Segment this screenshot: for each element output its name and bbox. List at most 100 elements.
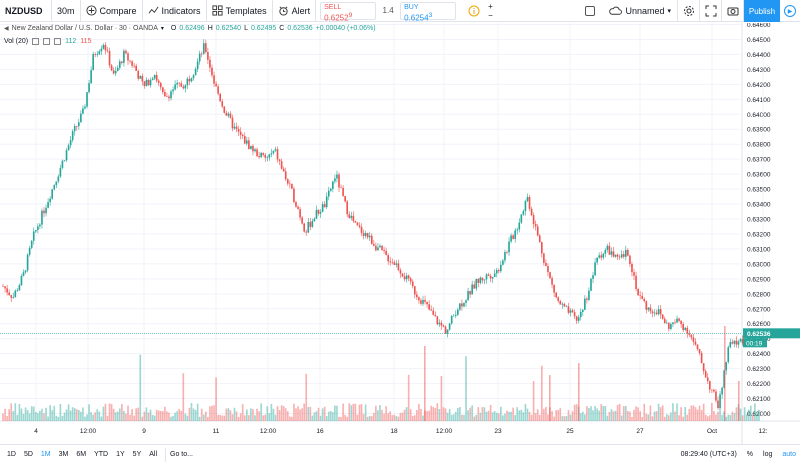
volume-bar [383, 413, 385, 421]
volume-bar [442, 407, 445, 421]
candle-body [422, 299, 424, 304]
volume-bar [678, 415, 680, 421]
volume-bar [313, 412, 316, 421]
alert-button[interactable]: Alert [273, 0, 317, 22]
timeframe-6m[interactable]: 6M [76, 451, 87, 458]
templates-button[interactable]: Templates [207, 0, 273, 22]
candle-body [28, 247, 31, 255]
interval-button[interactable]: 30m [52, 0, 81, 22]
candle-body [739, 339, 742, 342]
volume-bar [80, 411, 82, 421]
plus-icon[interactable]: + [488, 1, 493, 11]
volume-bar [366, 416, 369, 421]
candle-body [584, 298, 586, 310]
timeframe-1d[interactable]: 1D [7, 451, 16, 458]
volume-bar [323, 406, 326, 421]
candle-body [18, 285, 21, 291]
series-title: New Zealand Dollar / U.S. Dollar · 30 · … [11, 25, 158, 32]
candle-body [633, 272, 635, 276]
timeframe-3m[interactable]: 3M [58, 451, 69, 458]
compare-button[interactable]: Compare [81, 0, 143, 22]
volume-bar [373, 412, 375, 421]
volume-bar [219, 414, 222, 421]
series-dropdown-icon[interactable]: ▾ [160, 26, 164, 32]
candle-body [682, 324, 684, 330]
volume-bar [397, 416, 400, 421]
quantity-stepper[interactable]: + − [488, 2, 493, 20]
auto-toggle[interactable]: auto [782, 451, 796, 458]
volume-bar [745, 414, 748, 421]
candle-body [10, 295, 13, 298]
volume-bar [350, 405, 353, 421]
timeframe-1m[interactable]: 1M [40, 451, 51, 458]
layout-checkbox[interactable] [585, 6, 596, 16]
bottom-bar: 1D 5D 1M 3M 6M YTD 1Y 5Y All Go to... 08:29:40 (… [0, 444, 800, 464]
log-toggle[interactable]: log [763, 451, 773, 458]
volume-bar [151, 414, 154, 421]
volume-settings-icon[interactable] [32, 38, 40, 45]
minus-icon[interactable]: − [488, 10, 493, 20]
volume-bar [174, 412, 176, 421]
snapshot-button[interactable] [722, 0, 744, 22]
timeframe-5y[interactable]: 5Y [132, 451, 142, 458]
volume-bar [420, 408, 422, 421]
info-icon[interactable] [468, 5, 480, 17]
candle-body [170, 91, 172, 99]
volume-bar [184, 413, 187, 421]
volume-hide-icon[interactable] [43, 38, 51, 45]
volume-bar [229, 410, 232, 421]
publish-button[interactable]: Publish [744, 0, 780, 22]
candle-body [540, 242, 543, 254]
volume-bar [725, 416, 728, 421]
volume-bar [448, 408, 451, 421]
candle-body [524, 201, 527, 212]
candle-body [368, 235, 371, 238]
candle-body [194, 69, 197, 76]
volume-bar [221, 415, 224, 421]
symbol-search[interactable]: NZDUSD [0, 0, 52, 22]
volume-bar [264, 414, 267, 421]
candle-body [346, 201, 349, 215]
candle-body [659, 309, 662, 315]
volume-bar [338, 416, 340, 421]
buy-button[interactable]: BUY 0.62543 [400, 1, 457, 22]
candle-body [454, 314, 457, 316]
volume-bar [67, 404, 70, 421]
clock[interactable]: 08:29:40 (UTC+3) [680, 451, 737, 458]
layout-save-button[interactable]: Unnamed ▾ [603, 0, 678, 22]
timeframe-ytd[interactable]: YTD [94, 451, 109, 458]
goto-button[interactable]: Go to... [170, 451, 193, 458]
timeframe-all[interactable]: All [149, 451, 158, 458]
candle-body [657, 309, 660, 315]
candle-body [592, 275, 594, 279]
volume-bar [211, 405, 213, 421]
close-value: 0.62536 [287, 25, 313, 32]
indicators-button[interactable]: Indicators [143, 0, 207, 22]
volume-bar [360, 404, 363, 421]
chart-area[interactable]: ◀ New Zealand Dollar / U.S. Dollar · 30 … [0, 22, 800, 444]
timeframe-5d[interactable]: 5D [23, 451, 33, 458]
volume-bar [334, 405, 336, 421]
candle-body [272, 150, 275, 154]
volume-bar [543, 408, 545, 421]
percent-toggle[interactable]: % [746, 451, 754, 458]
fullscreen-button[interactable] [700, 0, 722, 22]
candle-body [14, 290, 17, 297]
volume-bar [49, 405, 51, 421]
collapse-legend-icon[interactable]: ◀ [4, 26, 9, 32]
candle-body [670, 324, 672, 329]
settings-button[interactable] [678, 0, 700, 22]
volume-bar [698, 405, 701, 421]
candle-body [448, 323, 451, 330]
candle-body [254, 149, 256, 152]
volume-more-icon[interactable] [54, 38, 62, 45]
candle-body [485, 274, 488, 280]
play-button[interactable]: ▶ [780, 0, 800, 22]
timeframe-1y[interactable]: 1Y [116, 451, 125, 458]
sell-button[interactable]: SELL 0.62529 [320, 1, 377, 22]
volume-bar [227, 408, 230, 421]
volume-bar [198, 416, 201, 421]
sell-price-sup: 9 [348, 11, 353, 19]
volume-bar [209, 406, 211, 421]
price-chart[interactable]: 0.64600 0.64500 0.64400 0.64300 0.64200 0.641… [0, 22, 800, 444]
